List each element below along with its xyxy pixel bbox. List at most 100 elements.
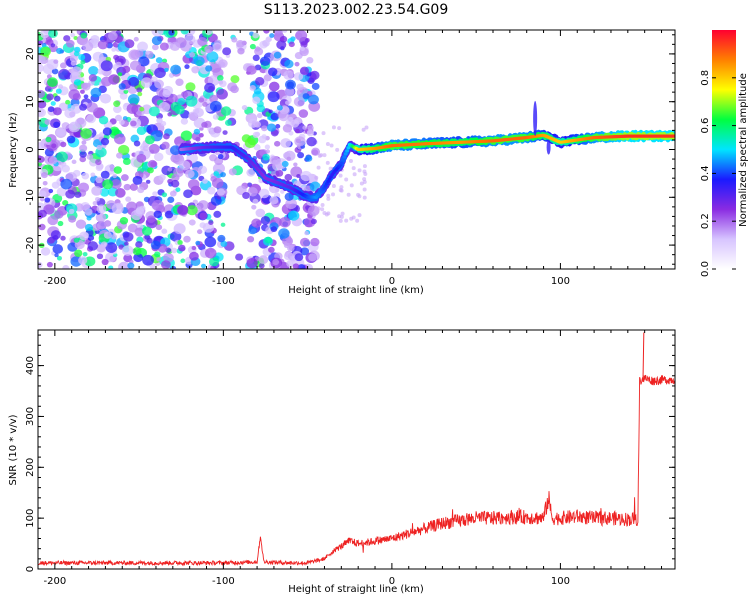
noise-cell — [328, 166, 333, 171]
noise-cell — [186, 205, 198, 216]
noise-cell — [55, 88, 62, 94]
noise-cell — [38, 100, 47, 109]
noise-cell — [320, 202, 325, 207]
colorbar-tick-label: 0.4 — [700, 165, 711, 181]
noise-cell — [126, 103, 139, 114]
noise-cell — [167, 93, 178, 103]
noise-cell — [73, 237, 80, 243]
noise-cell — [133, 253, 144, 263]
noise-cell — [133, 140, 141, 147]
noise-cell — [101, 258, 109, 266]
noise-cell — [320, 207, 325, 212]
noise-cell — [65, 39, 75, 48]
noise-cell — [86, 215, 92, 221]
noise-cell — [322, 153, 327, 158]
noise-cell — [38, 261, 43, 268]
noise-cell — [148, 143, 160, 154]
noise-cell — [244, 137, 256, 149]
noise-cell — [99, 132, 105, 138]
noise-cell — [132, 247, 142, 256]
noise-cell — [156, 117, 163, 124]
noise-cell — [362, 179, 367, 184]
noise-cell — [310, 147, 321, 156]
noise-cell — [287, 210, 300, 221]
noise-cell — [112, 173, 118, 179]
noise-cell — [115, 61, 122, 68]
noise-cell — [52, 244, 64, 254]
noise-cell — [169, 41, 181, 51]
x-tick-label: 0 — [389, 576, 395, 587]
noise-cell — [136, 126, 147, 136]
noise-cell — [208, 220, 214, 226]
noise-cell — [62, 200, 69, 206]
noise-cell — [276, 40, 287, 50]
noise-cell — [296, 83, 304, 91]
noise-cell — [256, 104, 266, 113]
noise-cell — [170, 64, 182, 75]
noise-cell — [50, 101, 56, 106]
x-tick-label: 100 — [551, 576, 570, 587]
noise-cell — [130, 120, 137, 127]
noise-cell — [280, 189, 285, 194]
noise-cell — [361, 127, 366, 132]
noise-cell — [270, 226, 278, 233]
y-tick-label: 10 — [25, 95, 36, 108]
noise-cell — [115, 114, 123, 122]
noise-cell — [249, 85, 256, 91]
noise-cell — [168, 30, 175, 36]
noise-cell — [113, 100, 121, 107]
noise-cell — [136, 87, 143, 93]
noise-cell — [287, 244, 295, 252]
noise-cell — [218, 80, 224, 85]
noise-cell — [92, 201, 98, 206]
noise-cell — [163, 133, 170, 140]
noise-cell — [83, 94, 89, 99]
noise-cell — [275, 169, 284, 177]
noise-cell — [129, 60, 141, 71]
noise-cell — [220, 106, 232, 116]
noise-cell — [57, 220, 64, 227]
y-tick-label: 20 — [25, 48, 36, 61]
noise-cell — [326, 196, 331, 201]
noise-cell — [138, 56, 150, 67]
noise-cell — [273, 30, 283, 37]
noise-cell — [216, 75, 224, 82]
noise-cell — [44, 119, 51, 125]
noise-cell — [69, 54, 79, 63]
noise-cell — [282, 30, 288, 33]
noise-cell — [213, 126, 222, 134]
noise-cell — [162, 89, 171, 98]
x-tick-label: -100 — [212, 576, 235, 587]
noise-cell — [84, 256, 96, 267]
noise-cell — [95, 164, 103, 172]
noise-cell — [113, 166, 122, 174]
noise-cell — [177, 240, 183, 245]
ridge-spike — [533, 100, 538, 136]
snr-peak — [642, 332, 645, 381]
noise-cell — [314, 175, 319, 180]
noise-cell — [237, 47, 245, 55]
noise-cell — [246, 65, 257, 75]
noise-cell — [99, 188, 110, 197]
noise-cell — [153, 152, 164, 162]
noise-cell — [302, 125, 308, 130]
ridge-core — [346, 146, 351, 150]
noise-cell — [142, 145, 150, 152]
noise-cell — [274, 140, 281, 147]
noise-cell — [252, 131, 260, 138]
noise-cell — [51, 143, 57, 149]
noise-cell — [187, 179, 200, 190]
noise-cell — [81, 140, 87, 145]
noise-cell — [48, 188, 54, 194]
noise-cell — [154, 67, 166, 79]
noise-cell — [115, 188, 126, 198]
noise-cell — [281, 160, 289, 168]
noise-cell — [151, 35, 162, 46]
noise-cell — [262, 153, 270, 161]
noise-cell — [252, 32, 260, 39]
noise-cell — [246, 258, 258, 269]
noise-cell — [111, 47, 117, 52]
noise-cell — [195, 240, 201, 246]
noise-cell — [249, 43, 256, 50]
noise-cell — [344, 177, 349, 182]
